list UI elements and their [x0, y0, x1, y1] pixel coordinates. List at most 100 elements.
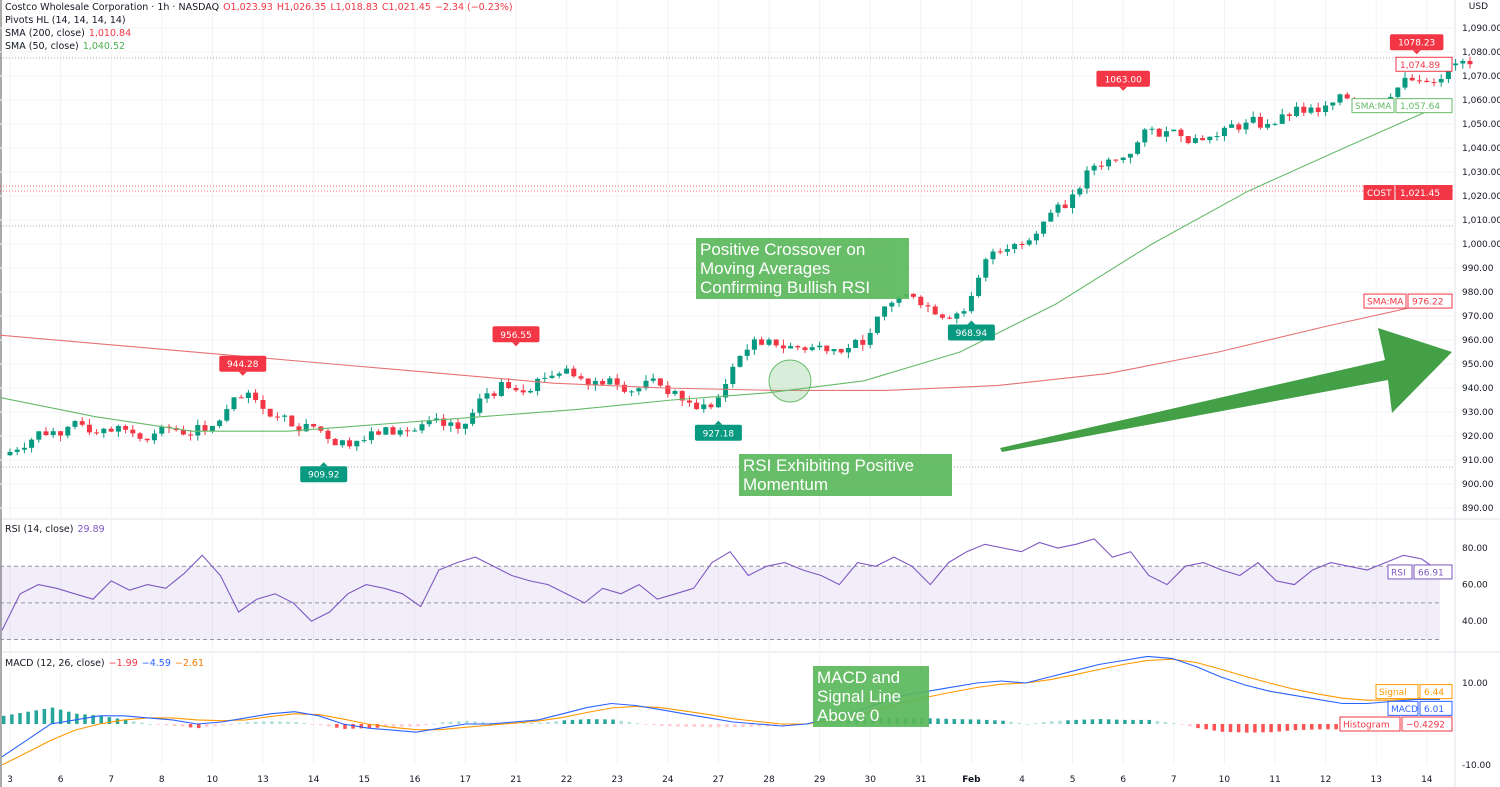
candle-body [578, 376, 584, 379]
candle-body [1149, 128, 1155, 130]
candle-body [209, 425, 215, 432]
candle-body [1337, 94, 1343, 103]
candle-body [101, 428, 107, 434]
candle-body [773, 339, 779, 346]
macd-histogram-bar [1285, 724, 1290, 731]
candle-body [795, 346, 801, 348]
pivots-legend[interactable]: Pivots HL (14, 14, 14, 14) [5, 15, 126, 26]
candle-body [1192, 138, 1198, 144]
macd-legend-v3: −2.61 [174, 658, 205, 669]
annotation-rsi: RSI Exhibiting Positive Momentum [739, 454, 952, 496]
candle-body [976, 277, 982, 296]
macd-histogram-bar [603, 719, 607, 724]
macd-value-tag [1387, 700, 1419, 716]
x-tick-label: 10 [207, 775, 219, 785]
candle-body [21, 447, 27, 450]
trend-arrow [1000, 328, 1452, 452]
candle-body [325, 430, 331, 439]
ohlc-low: L1,018.83 [330, 2, 378, 13]
candle-body [665, 385, 671, 394]
rsi-legend[interactable]: RSI (14, close) 29.89 [5, 523, 109, 536]
macd-histogram-bar [944, 718, 948, 724]
macd-histogram-bar [465, 720, 469, 724]
candle-body [1416, 80, 1422, 82]
macd-histogram-bar [1163, 722, 1168, 724]
macd-histogram-bar [1196, 724, 1200, 729]
candle-body [7, 451, 13, 456]
candle-body [1388, 96, 1394, 99]
candle-body [470, 412, 476, 424]
chart-legend: Costco Wholesale Corporation · 1h · NASD… [5, 1, 517, 53]
macd-histogram-bar [481, 722, 485, 724]
macd-histogram-bar [1334, 724, 1338, 730]
candle-body [1445, 65, 1451, 80]
x-tick-label: 3 [7, 775, 13, 785]
candle-body [1091, 165, 1097, 171]
candle-body [947, 317, 953, 319]
macd-legend[interactable]: MACD (12, 26, close) −1.99 −4.59 −2.61 [5, 657, 208, 670]
candle-body [1062, 204, 1068, 208]
candle-body [874, 316, 880, 333]
macd-histogram-bar [1261, 724, 1265, 733]
candle-body [144, 438, 150, 441]
macd-histogram-bar [131, 721, 136, 724]
candle-body [245, 392, 251, 399]
candle-body [845, 347, 851, 353]
candle-body [882, 306, 888, 317]
price-tick-label: 930.00 [1462, 408, 1494, 418]
price-tick-label: 990.00 [1462, 264, 1494, 274]
macd-histogram-bar [985, 719, 989, 724]
macd-histogram-bar [1171, 723, 1176, 724]
x-tick-label: 24 [662, 775, 674, 785]
candle-body [108, 428, 114, 432]
macd-histogram-bar [651, 724, 656, 726]
candle-body [556, 373, 562, 376]
candle-body [535, 378, 541, 392]
annotation-macd: MACD and Signal Line Above 0 [813, 666, 929, 727]
macd-histogram-bar [1001, 720, 1005, 724]
macd-histogram-bar [367, 724, 372, 729]
candle-body [311, 424, 317, 427]
sma50-legend[interactable]: SMA (50, close) 1,040.52 [5, 40, 517, 53]
rsi-value-value-box [1413, 564, 1453, 580]
macd-histogram-bar [1025, 724, 1030, 725]
candle-body [1243, 122, 1249, 130]
candle-body [1178, 129, 1184, 137]
candle-body [339, 440, 345, 446]
rsi-band [0, 566, 1440, 640]
macd-histogram-bar [1050, 721, 1054, 724]
candle-body [433, 418, 439, 421]
candle-body [282, 415, 288, 417]
candle-body [564, 368, 570, 374]
pivot-pointer [238, 371, 247, 376]
macd-histogram-bar [440, 722, 445, 724]
candle-body [629, 391, 635, 393]
sma200-legend[interactable]: SMA (200, close) 1,010.84 [5, 27, 517, 40]
macd-histogram-bar [668, 724, 672, 727]
candle-body [824, 345, 830, 352]
candle-body [1344, 94, 1350, 99]
rsi-value-tag [1387, 564, 1413, 580]
price-tick-label: 970.00 [1462, 312, 1494, 322]
candle-body [1424, 80, 1430, 83]
macd-histogram-bar [741, 724, 745, 728]
macd-histogram-bar [1318, 724, 1322, 730]
candle-body [50, 431, 56, 436]
cost-price-tag [1363, 185, 1395, 201]
sma200-legend-label: SMA (200, close) [5, 28, 85, 39]
macd-histogram-bar [692, 724, 697, 728]
macd-histogram-bar [1301, 724, 1306, 730]
macd-histogram-bar [99, 715, 103, 724]
pivot-label: 1063.00 [1105, 75, 1142, 85]
candle-body [441, 418, 447, 426]
currency-label[interactable]: USD [1468, 2, 1488, 12]
histogram-value-tag [1339, 716, 1401, 732]
candle-body [1279, 114, 1285, 124]
candle-body [737, 355, 743, 367]
candle-body [1098, 165, 1104, 167]
macd-histogram-bar [123, 719, 128, 724]
candle-body [1048, 212, 1054, 222]
price-tick-label: 1,010.00 [1462, 216, 1500, 226]
candle-body [1330, 102, 1336, 106]
